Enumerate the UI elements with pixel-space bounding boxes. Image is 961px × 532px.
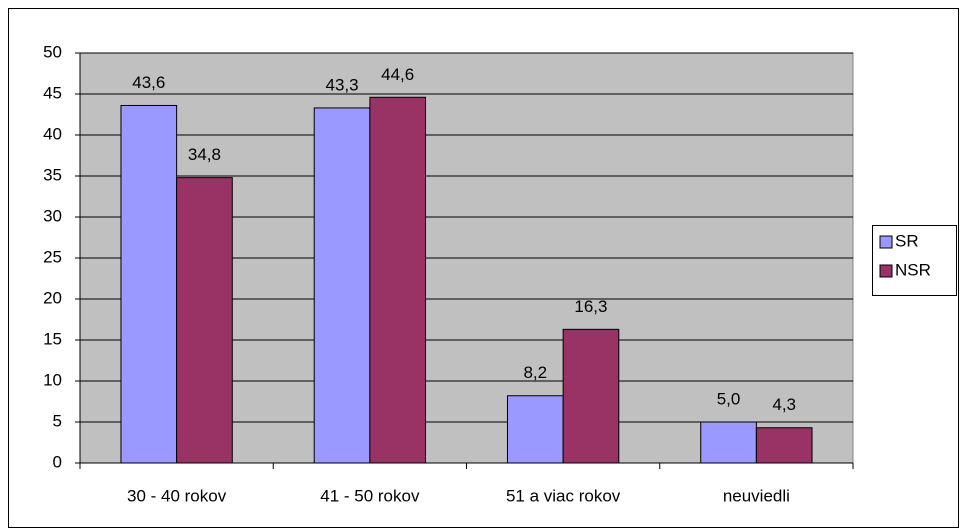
y-tick-label: 30 xyxy=(43,206,62,225)
y-tick-label: 15 xyxy=(43,329,62,348)
bar xyxy=(562,328,620,464)
y-tick-label: 10 xyxy=(43,370,62,389)
bar xyxy=(176,177,233,464)
y-tick-label: 50 xyxy=(43,42,62,61)
x-tick-label: 30 - 40 rokov xyxy=(127,486,227,505)
legend-swatch xyxy=(879,235,893,249)
bar xyxy=(313,107,371,464)
legend-label: SR xyxy=(895,231,919,250)
bar xyxy=(700,421,757,464)
value-label: 43,3 xyxy=(326,75,359,94)
bar xyxy=(369,96,427,464)
y-tick-label: 45 xyxy=(43,83,62,102)
value-label: 43,6 xyxy=(132,73,165,92)
x-tick-label: neuviedli xyxy=(723,486,790,505)
value-label: 5,0 xyxy=(717,389,741,408)
x-tick-label: 51 a viac rokov xyxy=(506,486,621,505)
value-label: 44,6 xyxy=(381,65,414,84)
y-tick-label: 20 xyxy=(43,288,62,307)
y-tick-label: 40 xyxy=(43,124,62,143)
legend-swatch xyxy=(879,264,893,278)
legend-label: NSR xyxy=(895,260,931,279)
y-tick-label: 0 xyxy=(53,452,62,471)
y-tick-label: 35 xyxy=(43,165,62,184)
y-tick-label: 5 xyxy=(53,411,62,430)
value-label: 16,3 xyxy=(574,297,607,316)
value-label: 8,2 xyxy=(523,363,547,382)
bar xyxy=(506,395,564,464)
x-tick-label: 41 - 50 rokov xyxy=(320,486,420,505)
bar xyxy=(120,104,178,464)
y-tick-label: 25 xyxy=(43,247,62,266)
bar xyxy=(755,427,813,464)
value-label: 34,8 xyxy=(188,145,221,164)
value-label: 4,3 xyxy=(772,395,796,414)
